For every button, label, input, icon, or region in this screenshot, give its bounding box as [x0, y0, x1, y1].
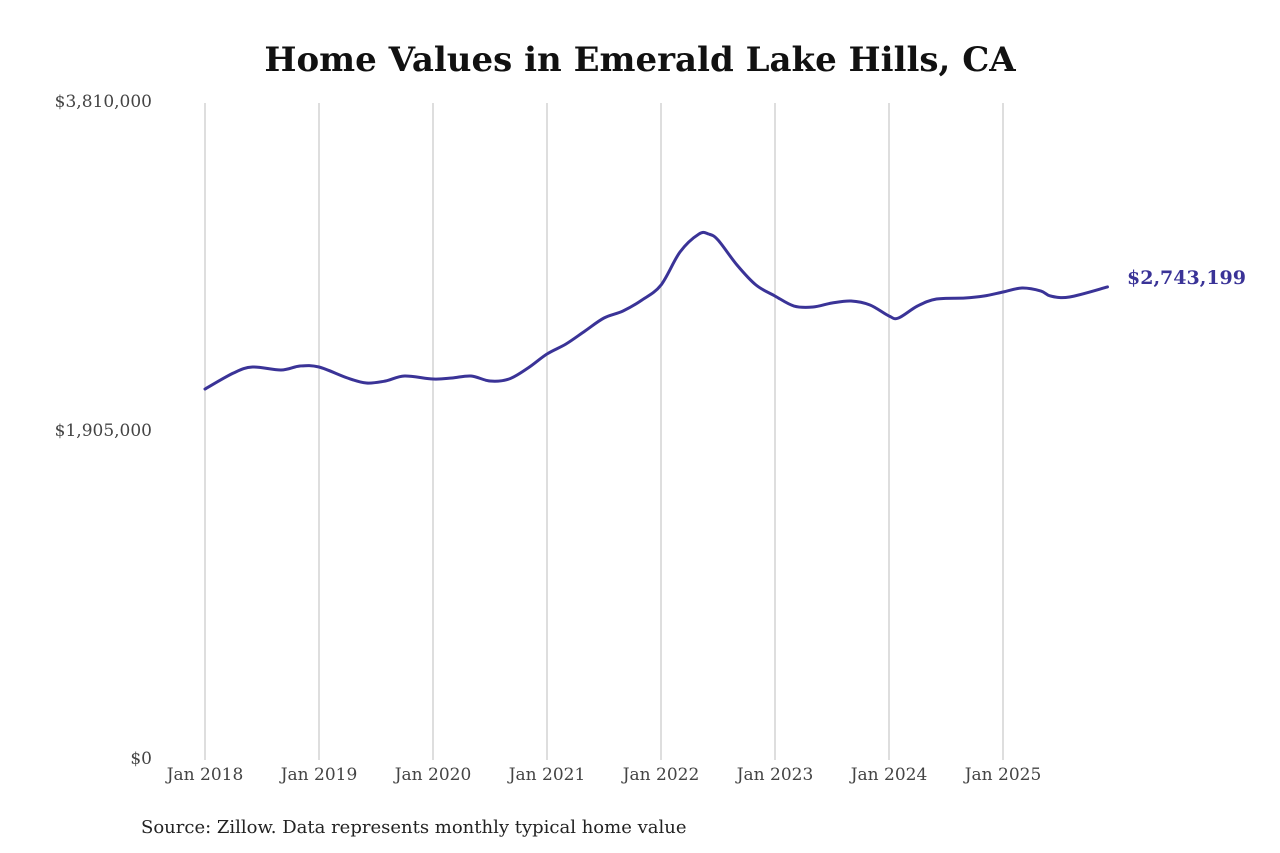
x-tick-label: Jan 2023 [736, 765, 814, 785]
data-point [641, 299, 644, 302]
data-point [546, 353, 549, 356]
data-point [660, 284, 663, 287]
data-point [831, 302, 834, 305]
data-point [470, 375, 473, 378]
y-tick-label: $1,905,000 [54, 420, 152, 441]
data-point [204, 388, 207, 391]
data-point [888, 315, 891, 318]
y-tick-label: $3,810,000 [54, 92, 152, 112]
data-point [717, 239, 720, 242]
end-value-label: $2,743,199 [1127, 267, 1246, 289]
data-point [935, 298, 938, 301]
data-point [584, 330, 587, 333]
data-point [736, 264, 739, 267]
data-point [679, 251, 682, 254]
data-point [1021, 287, 1024, 290]
x-tick-label: Jan 2020 [394, 765, 472, 785]
data-point [916, 305, 919, 308]
data-point [251, 366, 254, 369]
data-point [232, 372, 235, 375]
data-point [983, 295, 986, 298]
data-point [964, 297, 967, 300]
data-point [622, 309, 625, 312]
data-point [707, 233, 710, 236]
data-point [403, 375, 406, 378]
chart-title: Home Values in Emerald Lake Hills, CA [264, 40, 1016, 80]
data-point [299, 365, 302, 368]
source-note: Source: Zillow. Data represents monthly … [141, 817, 687, 838]
x-tick-label: Jan 2021 [508, 765, 586, 785]
data-point [565, 343, 568, 346]
x-tick-label: Jan 2018 [166, 765, 244, 785]
data-point [774, 295, 777, 298]
data-point [280, 369, 283, 372]
data-point [508, 378, 511, 381]
data-point [603, 316, 606, 319]
data-point [812, 306, 815, 309]
data-point [897, 316, 900, 319]
data-point [755, 284, 758, 287]
data-point [698, 233, 701, 236]
data-point [793, 305, 796, 308]
data-point [384, 380, 387, 383]
data-point [1002, 291, 1005, 294]
x-tick-label: Jan 2024 [850, 765, 928, 785]
data-point [1106, 285, 1109, 288]
data-point [318, 366, 321, 369]
data-point [451, 377, 454, 380]
data-point [346, 377, 349, 380]
data-point [1040, 290, 1043, 293]
x-tick-label: Jan 2025 [964, 765, 1042, 785]
data-point [869, 304, 872, 307]
data-point [489, 380, 492, 383]
data-point [432, 378, 435, 381]
data-point [1049, 295, 1052, 298]
x-tick-label: Jan 2022 [622, 765, 700, 785]
data-point [527, 367, 530, 370]
data-point [365, 382, 368, 385]
data-point [1068, 296, 1071, 299]
x-tick-label: Jan 2019 [280, 765, 358, 785]
data-point [850, 300, 853, 303]
y-tick-label: $0 [130, 749, 152, 769]
home-value-line [203, 230, 1109, 391]
